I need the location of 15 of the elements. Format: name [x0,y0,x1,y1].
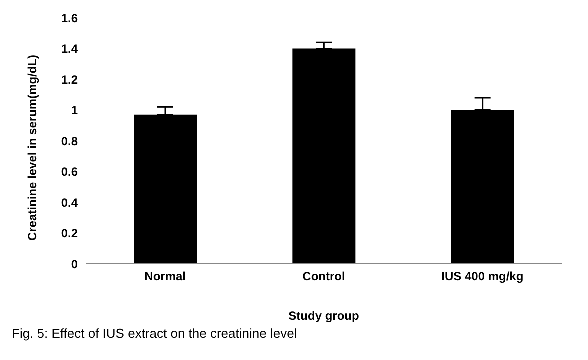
y-tick-label: 1.4 [61,42,78,56]
x-axis-title: Study group [288,309,360,323]
y-tick-label: 0.8 [61,134,78,148]
y-tick-label: 0 [71,257,78,272]
y-tick-label: 0.4 [61,196,78,210]
y-tick-label: 1 [71,104,78,118]
x-tick-label: Normal [144,270,186,284]
y-tick-label: 0.2 [61,226,78,241]
y-tick-label: 0.6 [61,165,78,180]
x-tick-label: Control [302,270,346,284]
caption: Fig. 5: Effect of IUS extract on the creatinine level [11,326,298,341]
y-axis-title: Creatinine level in serum(mg/dL) [25,54,40,241]
x-tick-label: IUS 400 mg/kg [442,270,524,284]
y-tick-label: 1.2 [61,72,78,87]
y-tick-label: 1.6 [61,11,78,26]
